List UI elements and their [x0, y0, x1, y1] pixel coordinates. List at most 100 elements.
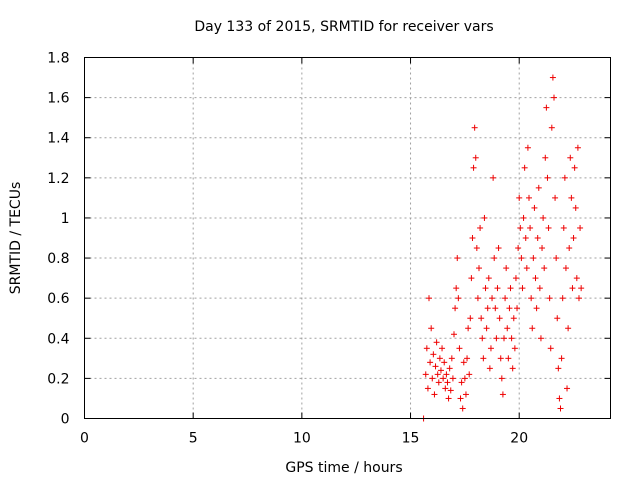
- data-point: [437, 367, 444, 374]
- data-point: [570, 235, 577, 241]
- data-point: [472, 154, 479, 161]
- data-point: [549, 74, 556, 81]
- data-point: [565, 325, 572, 332]
- data-point: [559, 295, 566, 302]
- x-tick-label: 20: [510, 431, 528, 447]
- data-point: [567, 154, 574, 161]
- x-axis-label: GPS time / hours: [285, 460, 402, 476]
- data-point: [478, 315, 485, 322]
- data-point: [466, 371, 473, 378]
- data-point: [548, 124, 555, 131]
- data-point: [518, 255, 525, 262]
- data-point: [566, 245, 573, 252]
- data-point: [572, 204, 579, 211]
- data-point: [534, 235, 541, 241]
- data-point: [520, 214, 527, 221]
- data-point: [470, 164, 477, 171]
- y-tick-label: 1.6: [47, 91, 69, 107]
- data-point: [474, 295, 481, 302]
- data-point: [561, 174, 568, 181]
- data-point: [521, 164, 528, 171]
- data-point: [573, 275, 580, 282]
- data-point: [443, 371, 450, 378]
- data-point: [452, 305, 459, 312]
- data-point: [499, 391, 506, 398]
- axis-ticks: 0 0.2 0.4 0.6 0.8 1 1.2 1.4 1.6 1.8 0 5 10 15 20: [47, 51, 611, 447]
- y-tick-label: 0: [61, 412, 70, 428]
- data-point: [553, 255, 560, 262]
- data-point: [544, 174, 551, 181]
- data-point: [536, 285, 543, 292]
- data-point: [517, 224, 524, 231]
- data-point: [503, 265, 510, 272]
- data-point: [552, 194, 559, 201]
- data-point: [562, 265, 569, 272]
- data-point: [447, 387, 454, 394]
- data-point: [525, 194, 532, 201]
- data-point: [571, 164, 578, 171]
- data-point: [442, 385, 449, 392]
- data-point: [539, 245, 546, 252]
- data-point: [564, 385, 571, 392]
- y-tick-label: 0.4: [47, 331, 69, 347]
- y-tick-label: 0.6: [47, 291, 69, 307]
- data-point: [464, 355, 471, 362]
- data-point: [540, 214, 547, 221]
- data-point: [471, 124, 478, 131]
- data-point: [492, 305, 499, 312]
- data-point: [491, 255, 498, 262]
- data-point: [557, 405, 564, 412]
- data-point: [441, 359, 448, 366]
- y-tick-label: 1: [61, 211, 70, 227]
- x-tick-label: 5: [189, 431, 198, 447]
- data-point: [511, 345, 518, 352]
- y-tick-label: 0.2: [47, 371, 69, 387]
- data-point: [506, 305, 513, 312]
- data-point: [545, 224, 552, 231]
- data-point: [504, 325, 511, 332]
- data-point: [461, 375, 468, 382]
- data-point: [460, 359, 467, 366]
- data-point: [533, 305, 540, 312]
- data-point: [514, 305, 521, 312]
- data-point: [485, 275, 492, 282]
- data-point: [493, 335, 500, 342]
- data-point: [465, 325, 472, 332]
- y-axis-label: SRMTID / TECUs: [8, 182, 24, 295]
- data-point: [510, 315, 517, 322]
- data-point: [508, 335, 515, 342]
- data-point: [445, 395, 452, 402]
- x-tick-label: 15: [402, 431, 420, 447]
- data-point: [531, 204, 538, 211]
- data-point: [432, 363, 439, 370]
- data-point: [444, 379, 451, 386]
- data-point: [473, 245, 480, 252]
- y-tick-label: 1.2: [47, 171, 69, 187]
- x-tick-label: 10: [293, 431, 311, 447]
- data-point: [516, 194, 523, 201]
- y-tick-label: 0.8: [47, 251, 69, 267]
- data-point: [449, 375, 456, 382]
- data-point: [494, 285, 501, 292]
- data-point: [487, 345, 494, 352]
- data-point: [527, 224, 534, 231]
- data-point: [423, 345, 430, 352]
- data-point: [462, 391, 469, 398]
- data-point: [535, 184, 542, 191]
- data-point: [490, 174, 497, 181]
- data-point: [469, 235, 476, 241]
- data-point: [458, 379, 465, 386]
- data-point: [546, 295, 553, 302]
- data-point: [451, 331, 458, 338]
- data-point: [528, 295, 535, 302]
- data-point: [537, 335, 544, 342]
- data-point: [532, 275, 539, 282]
- data-point: [524, 144, 531, 151]
- data-point: [479, 335, 486, 342]
- data-point: [427, 359, 434, 366]
- data-point: [507, 285, 514, 292]
- data-point: [440, 375, 447, 382]
- data-point: [455, 295, 462, 302]
- data-point: [483, 325, 490, 332]
